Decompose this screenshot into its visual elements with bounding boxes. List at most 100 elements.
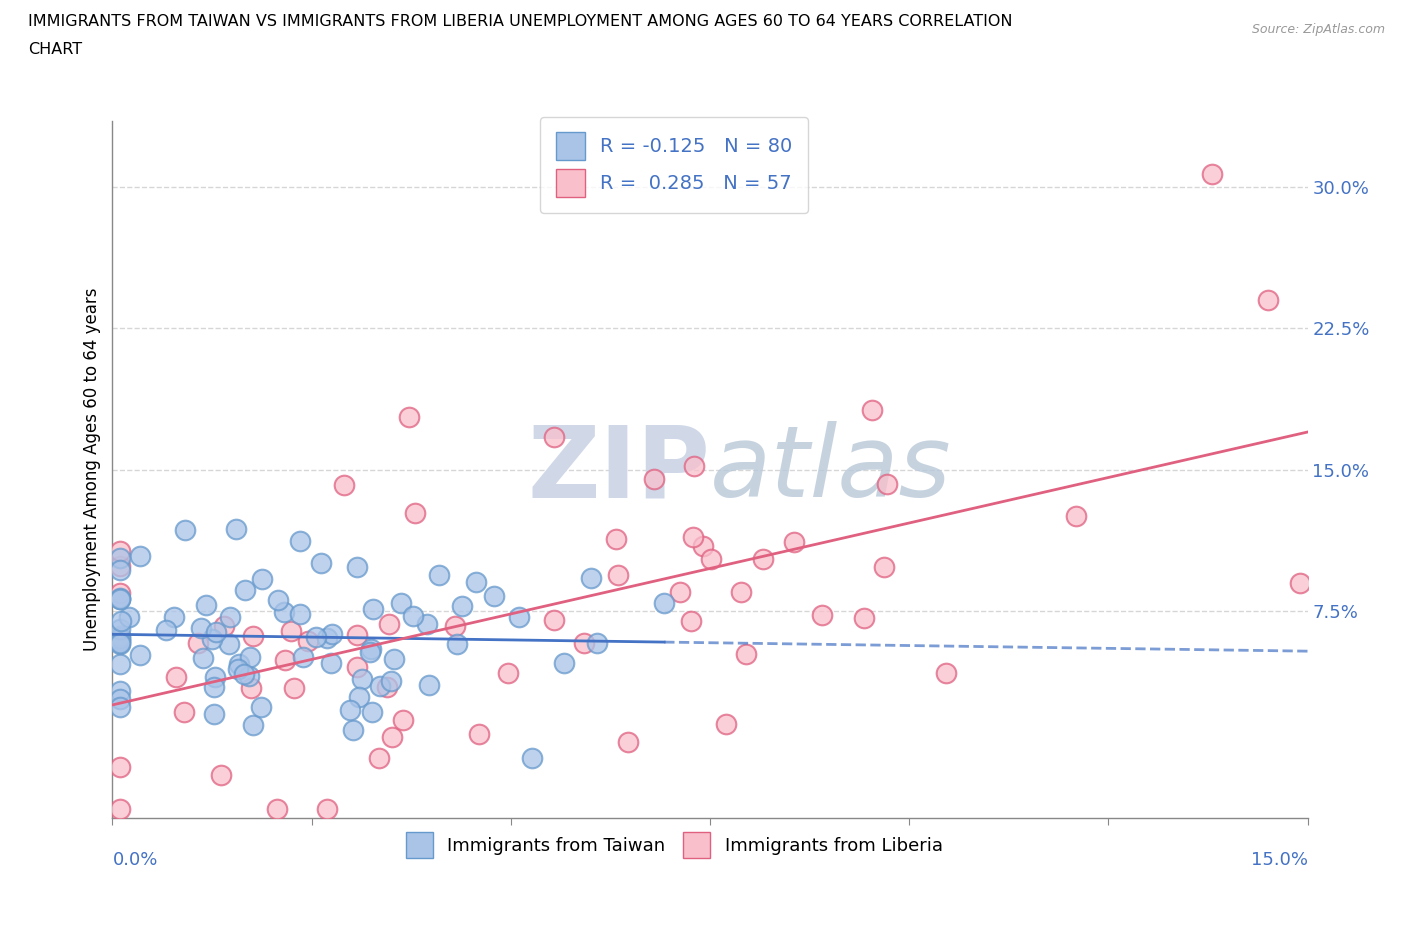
Point (228, 662, 250, 677)
Point (110, 683, 132, 698)
Point (643, 472, 665, 486)
Point (1064, 509, 1087, 524)
Point (465, 574, 488, 589)
Point (347, 689, 370, 704)
Point (110, 635, 132, 650)
Point (110, 585, 132, 600)
Point (110, 590, 132, 604)
Point (110, 544, 132, 559)
Point (714, 716, 737, 731)
Point (416, 617, 439, 631)
Point (266, 802, 288, 817)
Point (346, 560, 368, 575)
Point (110, 657, 132, 671)
Point (174, 523, 197, 538)
Point (443, 618, 465, 633)
Point (212, 618, 235, 633)
Point (520, 751, 543, 765)
Point (730, 584, 752, 599)
Point (398, 409, 420, 424)
Point (204, 670, 226, 684)
Point (543, 430, 565, 445)
Point (332, 477, 354, 492)
Point (273, 604, 295, 619)
Point (382, 652, 405, 667)
Point (482, 589, 505, 604)
Point (110, 760, 132, 775)
Point (375, 680, 398, 695)
Point (235, 582, 257, 597)
Point (110, 563, 132, 578)
Point (367, 751, 389, 765)
Point (225, 521, 247, 536)
Point (110, 802, 132, 817)
Point (381, 730, 404, 745)
Point (187, 635, 209, 650)
Point (342, 723, 364, 737)
Point (352, 672, 374, 687)
Legend: Immigrants from Taiwan, Immigrants from Liberia: Immigrants from Taiwan, Immigrants from … (391, 817, 957, 872)
Point (110, 633, 132, 648)
Point (209, 767, 232, 782)
Point (110, 631, 132, 645)
Point (860, 403, 883, 418)
Point (810, 608, 832, 623)
Point (404, 506, 426, 521)
Point (853, 611, 876, 626)
Point (682, 529, 704, 544)
Point (446, 636, 468, 651)
Point (692, 538, 714, 553)
Point (110, 632, 132, 647)
Point (195, 598, 218, 613)
Point (249, 700, 271, 715)
Point (751, 551, 773, 566)
Point (242, 629, 264, 644)
Point (155, 622, 177, 637)
Point (283, 680, 305, 695)
Point (1288, 576, 1310, 591)
Point (238, 669, 260, 684)
Point (699, 551, 721, 566)
Point (290, 533, 312, 548)
Point (290, 606, 312, 621)
Point (228, 657, 250, 671)
Point (239, 681, 262, 696)
Point (681, 614, 703, 629)
Point (232, 666, 254, 681)
Point (201, 631, 224, 646)
Point (173, 705, 195, 720)
Point (202, 679, 225, 694)
Point (110, 614, 132, 629)
Point (292, 650, 315, 665)
Text: Source: ZipAtlas.com: Source: ZipAtlas.com (1251, 23, 1385, 36)
Point (498, 665, 520, 680)
Point (346, 659, 368, 674)
Point (165, 670, 187, 684)
Point (380, 673, 402, 688)
Point (110, 691, 132, 706)
Point (110, 591, 132, 606)
Point (280, 623, 302, 638)
Point (239, 649, 262, 664)
Point (316, 631, 339, 645)
Point (361, 602, 384, 617)
Point (1201, 166, 1223, 181)
Point (252, 572, 274, 587)
Point (110, 559, 132, 574)
Point (418, 678, 440, 693)
Point (110, 637, 132, 652)
Point (321, 627, 343, 642)
Point (361, 704, 384, 719)
Point (359, 645, 381, 660)
Point (605, 532, 627, 547)
Text: ZIP: ZIP (527, 421, 710, 518)
Point (735, 647, 758, 662)
Y-axis label: Unemployment Among Ages 60 to 64 years: Unemployment Among Ages 60 to 64 years (83, 288, 101, 651)
Point (553, 656, 575, 671)
Text: CHART: CHART (28, 42, 82, 57)
Point (274, 652, 297, 667)
Point (118, 610, 141, 625)
Point (309, 556, 332, 571)
Point (683, 458, 706, 473)
Point (935, 666, 957, 681)
